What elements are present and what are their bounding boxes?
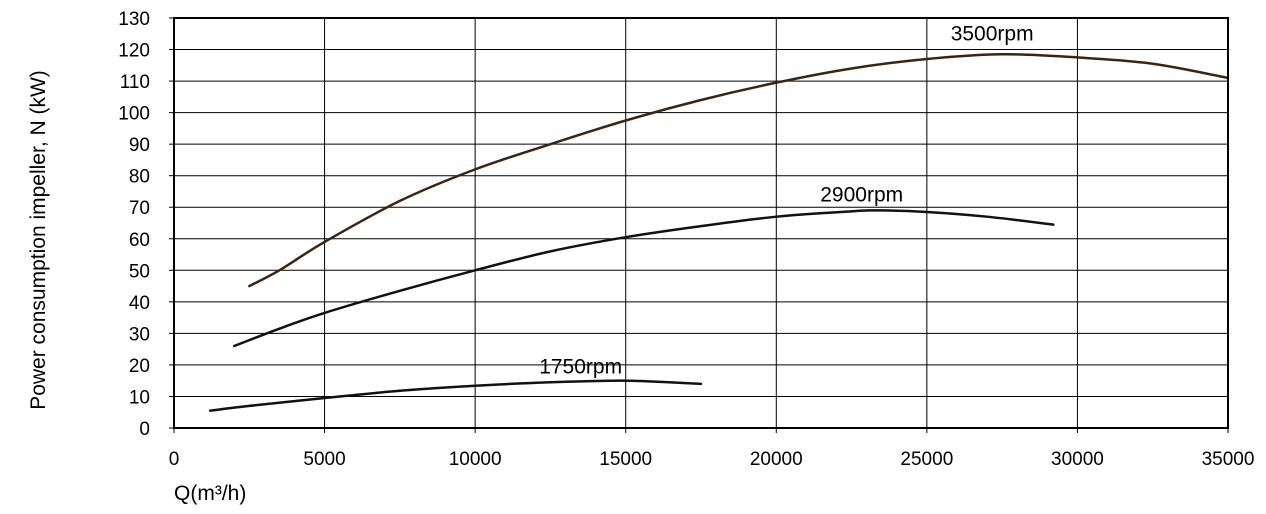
y-tick-label: 0 (139, 419, 150, 440)
x-tick-label: 0 (169, 449, 180, 470)
y-tick-label: 30 (129, 324, 150, 345)
series-label-2900rpm: 2900rpm (820, 183, 903, 206)
y-tick-label: 60 (129, 230, 150, 251)
series-label-1750rpm: 1750rpm (539, 356, 622, 379)
series-lines (208, 53, 1230, 412)
y-axis-label: Power consumption impeller, N (kW) (27, 70, 50, 410)
y-tick-label: 100 (118, 104, 150, 125)
x-tick-label: 10000 (449, 449, 502, 470)
y-tick-label: 90 (129, 135, 150, 156)
x-axis-label: Q(m³/h) (174, 482, 246, 505)
y-tick-label: 50 (129, 261, 150, 282)
x-tick-label: 25000 (900, 449, 953, 470)
y-tick-label: 70 (129, 198, 150, 219)
series-line-2900rpm (232, 209, 1055, 348)
x-tick-label: 20000 (750, 449, 803, 470)
y-tick-label: 80 (129, 167, 150, 188)
series-label-3500rpm: 3500rpm (951, 22, 1034, 45)
y-tick-label: 110 (120, 72, 150, 93)
x-tick-label: 5000 (303, 449, 345, 470)
y-tick-label: 10 (129, 387, 150, 408)
y-tick-label: 40 (129, 293, 150, 314)
y-tick-label: 20 (129, 356, 150, 377)
plot-frame (173, 17, 1229, 429)
x-tick-label: 15000 (599, 449, 652, 470)
series-line-3500rpm (248, 53, 1230, 288)
tick-labels: 0 10 20 30 40 50 60 70 80 90 100 110 120 130 0 5000 1000… (118, 9, 1254, 470)
x-tick-label: 30000 (1051, 449, 1104, 470)
y-tick-label: 120 (118, 41, 150, 62)
series-labels: 3500rpm 2900rpm 1750rpm (539, 22, 1033, 378)
y-tick-label: 130 (118, 9, 150, 30)
x-tick-label: 35000 (1202, 449, 1255, 470)
series-line-1750rpm (208, 379, 703, 412)
